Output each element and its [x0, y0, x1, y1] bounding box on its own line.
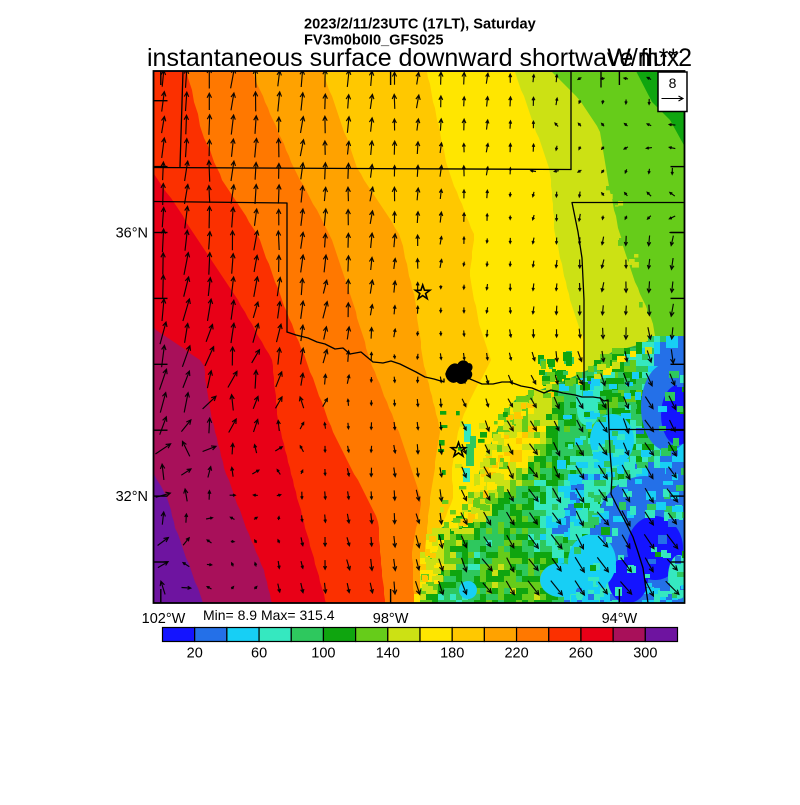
svg-text:300: 300 [633, 646, 657, 662]
svg-text:94°W: 94°W [602, 611, 638, 627]
svg-text:140: 140 [376, 646, 400, 662]
svg-text:W/m**2: W/m**2 [607, 44, 692, 72]
svg-text:60: 60 [251, 646, 267, 662]
svg-text:instantaneous surface downward: instantaneous surface downward shortwave… [147, 44, 680, 72]
svg-text:100: 100 [311, 646, 335, 662]
svg-text:102°W: 102°W [142, 611, 186, 627]
svg-text:220: 220 [504, 646, 528, 662]
svg-text:FV3m0b0I0_GFS025: FV3m0b0I0_GFS025 [304, 33, 444, 49]
svg-text:36°N: 36°N [116, 226, 148, 242]
svg-text:98°W: 98°W [373, 611, 409, 627]
svg-text:Min= 8.9 Max= 315.4: Min= 8.9 Max= 315.4 [203, 607, 335, 623]
svg-text:2023/2/11/23UTC (17LT), Saturd: 2023/2/11/23UTC (17LT), Saturday [304, 17, 537, 33]
svg-text:8: 8 [669, 75, 677, 91]
svg-text:32°N: 32°N [116, 489, 148, 505]
svg-text:260: 260 [569, 646, 593, 662]
svg-text:20: 20 [187, 646, 203, 662]
svg-text:180: 180 [440, 646, 464, 662]
